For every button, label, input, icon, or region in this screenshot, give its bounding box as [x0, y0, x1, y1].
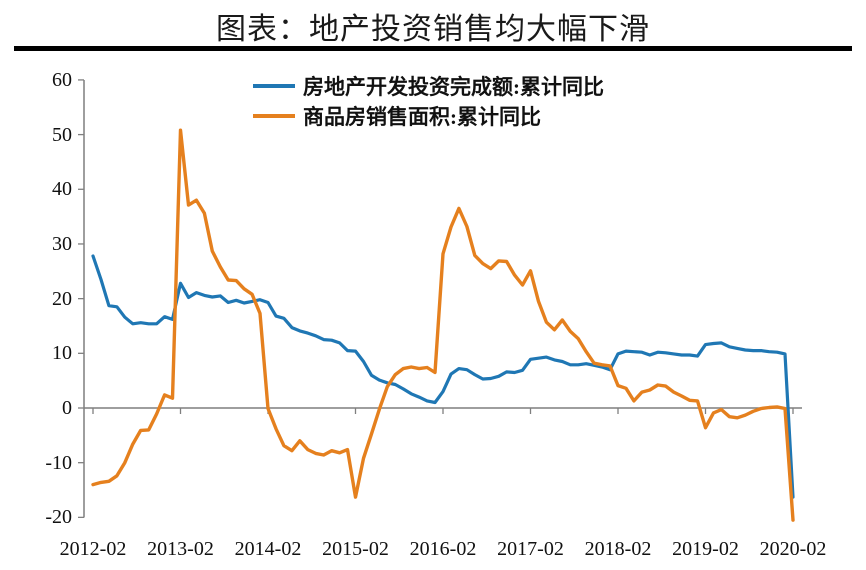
- x-tick-label: 2016-02: [409, 538, 477, 560]
- legend: 房地产开发投资完成额:累计同比 商品房销售面积:累计同比: [253, 71, 604, 131]
- x-tick-label: 2014-02: [234, 538, 302, 560]
- series-line-sales: [91, 128, 795, 522]
- x-tick-label: 2015-02: [322, 538, 389, 560]
- x-tick-label: 2012-02: [59, 538, 127, 560]
- legend-item: 商品房销售面积:累计同比: [253, 101, 604, 131]
- y-tick-label: 10: [52, 342, 72, 365]
- legend-line-swatch: [253, 114, 295, 118]
- title-divider-rule: [14, 46, 852, 51]
- y-tick-label: 40: [52, 178, 72, 201]
- legend-label: 商品房销售面积:累计同比: [303, 105, 541, 129]
- x-tick-label: 2020-02: [759, 538, 827, 560]
- y-tick-label: -20: [45, 506, 72, 529]
- y-tick-label: 50: [52, 123, 72, 146]
- series-line-investment: [91, 254, 795, 499]
- y-tick-label: 60: [52, 68, 72, 91]
- x-tick-label: 2019-02: [672, 538, 739, 560]
- y-tick-label: -10: [45, 451, 72, 474]
- y-tick-label: 30: [52, 232, 72, 255]
- x-tick-label: 2018-02: [584, 538, 652, 560]
- legend-item: 房地产开发投资完成额:累计同比: [253, 71, 604, 101]
- legend-line-swatch: [253, 84, 295, 88]
- legend-label: 房地产开发投资完成额:累计同比: [303, 75, 604, 99]
- chart-title: 图表：地产投资销售均大幅下滑: [216, 13, 650, 46]
- x-tick-label: 2013-02: [147, 538, 214, 560]
- x-tick-label: 2017-02: [497, 538, 564, 560]
- y-tick-label: 20: [52, 287, 72, 310]
- y-tick-label: 0: [62, 397, 72, 419]
